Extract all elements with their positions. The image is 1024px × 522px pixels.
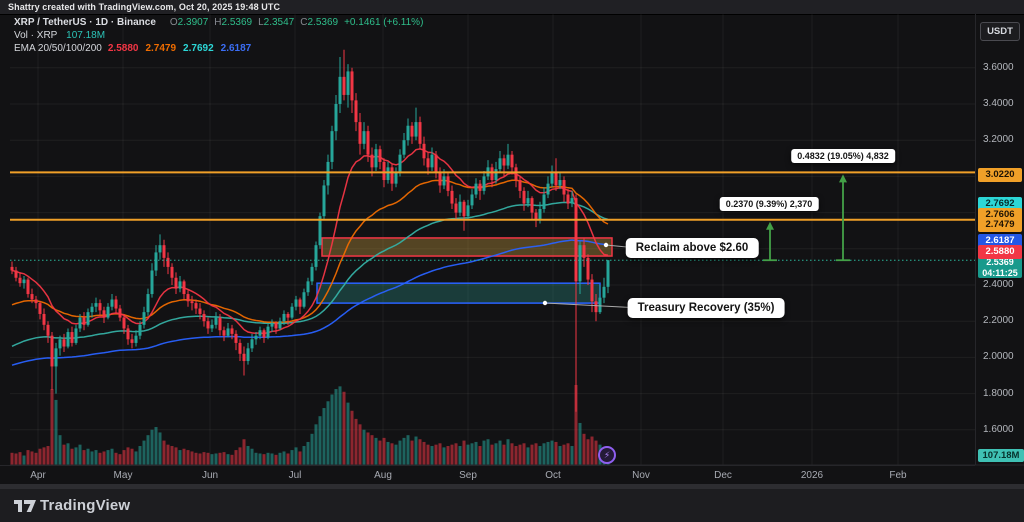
zone-treasury-recovery[interactable] bbox=[316, 282, 601, 304]
ema-value: 2.5880 bbox=[107, 43, 139, 54]
current-price-value: 2.5369 bbox=[986, 257, 1014, 267]
volume-axis-badge: 107.18M bbox=[978, 449, 1024, 462]
time-tick-label: Oct bbox=[545, 470, 561, 481]
legend-volume-row[interactable]: Vol · XRP 107.18M bbox=[14, 30, 423, 42]
price-level-chip: 2.5880 bbox=[978, 245, 1022, 259]
time-tick-label: Apr bbox=[30, 470, 46, 481]
legend-ema-row[interactable]: EMA 20/50/100/200 2.5880 2.7479 2.7692 2.618… bbox=[14, 43, 423, 55]
candlesticks bbox=[10, 49, 610, 412]
grid-lines bbox=[10, 14, 975, 465]
time-axis[interactable]: Apr May Jun Jul Aug Sep Oct Nov Dec 2026 Feb bbox=[0, 465, 975, 485]
price-tick-label: 2.4000 bbox=[983, 279, 1014, 290]
time-tick-label: Jul bbox=[288, 470, 302, 481]
ema-200-line bbox=[11, 239, 609, 366]
price-tick-label: 2.2000 bbox=[983, 315, 1014, 327]
watermark-bar: Shattry created with TradingView.com, Oc… bbox=[0, 0, 1024, 15]
price-axis[interactable]: 2.5369 04:11:25 107.18M 3.6000 3.4000 3.20… bbox=[975, 14, 1024, 465]
price-level-chip: 3.0220 bbox=[978, 168, 1022, 182]
ohlc-value: 2.5369 bbox=[307, 17, 339, 28]
price-level-chip: 2.7479 bbox=[978, 218, 1022, 232]
ema-20-line bbox=[11, 148, 609, 335]
time-tick-label: Feb bbox=[889, 470, 907, 481]
zone-reclaim-above-2.60[interactable] bbox=[321, 237, 613, 257]
legend-symbol-row[interactable]: XRP / TetherUS · 1D · Binance O2.3907 H2.5… bbox=[14, 17, 423, 29]
price-tick-label: 3.4000 bbox=[983, 98, 1014, 109]
price-tick-label: 1.6000 bbox=[983, 423, 1014, 435]
price-tick-label: 2.0000 bbox=[983, 351, 1014, 363]
ohlc-value: 2.3907 bbox=[177, 17, 209, 28]
time-tick-label: Sep bbox=[459, 470, 477, 481]
time-tick-label: Jun bbox=[201, 470, 219, 481]
tradingview-logo-icon[interactable] bbox=[14, 498, 36, 514]
price-tick-label: 1.8000 bbox=[983, 387, 1014, 399]
annotation-anchor-dot bbox=[603, 242, 609, 248]
ohlc-key: O bbox=[169, 17, 178, 28]
ohlc-key: C bbox=[300, 17, 308, 28]
separator-strip bbox=[0, 484, 1024, 489]
flash-event-icon[interactable]: ⚡ bbox=[598, 446, 616, 464]
time-tick-label: Dec bbox=[714, 470, 732, 481]
price-tick-label: 3.2000 bbox=[983, 134, 1014, 146]
annotation-reclaim-label[interactable]: Reclaim above $2.60 bbox=[625, 238, 759, 258]
time-tick-label: May bbox=[113, 470, 133, 481]
measure-arrow[interactable] bbox=[763, 221, 777, 262]
volume-label: Vol · XRP bbox=[14, 30, 58, 41]
annotation-anchor-dot bbox=[542, 300, 548, 306]
volume-value: 107.18M bbox=[66, 30, 106, 41]
volume-bars bbox=[10, 385, 610, 465]
price-level-chip: 2.6187 bbox=[978, 234, 1022, 248]
ohlc-value: 2.3547 bbox=[263, 17, 295, 28]
chart-legend: XRP / TetherUS · 1D · Binance O2.3907 H2.5… bbox=[14, 17, 423, 56]
currency-toggle-button[interactable]: USDT bbox=[980, 22, 1020, 41]
measurement-label-small[interactable]: 0.2370 (9.39%) 2,370 bbox=[719, 197, 819, 211]
price-level-chip: 2.7692 bbox=[978, 197, 1022, 211]
ema-value: 2.7479 bbox=[145, 43, 177, 54]
measurement-label-large[interactable]: 0.4832 (19.05%) 4,832 bbox=[791, 149, 895, 163]
annotation-treasury-label[interactable]: Treasury Recovery (35%) bbox=[627, 298, 785, 318]
current-price-chip: 2.5369 04:11:25 bbox=[978, 256, 1022, 278]
time-tick-label: Nov bbox=[632, 470, 650, 481]
ema-value: 2.7692 bbox=[183, 43, 214, 54]
symbol-title: XRP / TetherUS · 1D · Binance bbox=[14, 17, 156, 28]
tradingview-brand-text[interactable]: TradingView bbox=[40, 497, 131, 514]
ema-100-line bbox=[11, 201, 609, 347]
ohlc-key: H bbox=[214, 17, 222, 28]
footer-toolbar: TradingView bbox=[0, 489, 1024, 522]
bar-countdown: 04:11:25 bbox=[982, 268, 1018, 278]
ema-label: EMA 20/50/100/200 bbox=[14, 43, 102, 54]
time-tick-label: Aug bbox=[374, 470, 392, 481]
ohlc-key: L bbox=[258, 17, 264, 28]
ema-value: 2.6187 bbox=[220, 43, 252, 54]
ohlc-value: +0.1461 (+6.11%) bbox=[344, 17, 424, 28]
price-tick-label: 3.6000 bbox=[983, 61, 1014, 73]
measure-arrow[interactable] bbox=[836, 174, 850, 262]
watermark-text: Shattry created with TradingView.com, Oc… bbox=[8, 2, 281, 12]
annotation-leader bbox=[544, 302, 642, 309]
ohlc-value: 2.5369 bbox=[221, 17, 253, 28]
time-tick-label: 2026 bbox=[800, 470, 824, 481]
